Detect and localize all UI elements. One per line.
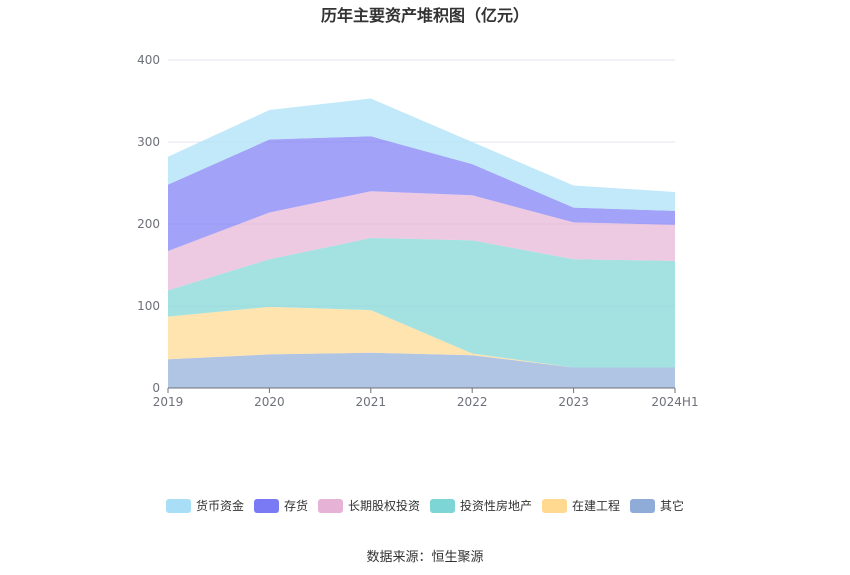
area-投资性房地产[interactable] (168, 237, 675, 368)
legend-item-货币资金[interactable]: 货币资金 (165, 497, 244, 514)
area-其它[interactable] (168, 352, 675, 388)
legend-label: 投资性房地产 (460, 499, 533, 513)
x-axis (167, 387, 676, 393)
legend: 货币资金 存货 长期股权投资 投资性房地产 在建工程 其它 (0, 497, 850, 514)
legend-swatch (317, 498, 343, 513)
y-tick-label: 300 (137, 135, 160, 149)
legend-item-存货[interactable]: 存货 (253, 497, 308, 514)
x-tick-label: 2019 (153, 395, 184, 409)
legend-item-在建工程[interactable]: 在建工程 (542, 497, 620, 514)
area-series (168, 98, 675, 388)
x-tick-label: 2021 (356, 395, 387, 409)
y-axis-ticks: 0 100 200 300 400 (137, 53, 160, 395)
legend-label: 货币资金 (195, 499, 244, 513)
area-长期股权投资[interactable] (168, 191, 675, 291)
source-note: 数据来源：恒生聚源 (366, 550, 484, 565)
legend-item-长期股权投资[interactable]: 长期股权投资 (317, 497, 420, 514)
legend-label: 在建工程 (572, 499, 621, 513)
x-axis-ticks: 2019 2020 2021 2022 2023 2024H1 (153, 395, 699, 409)
legend-swatch (430, 498, 455, 513)
legend-swatch (542, 498, 568, 513)
x-tick-label: 2020 (254, 395, 285, 409)
chart-title: 历年主要资产堆积图（亿元） (320, 6, 529, 25)
x-tick-label: 2024H1 (651, 395, 698, 409)
legend-label: 存货 (283, 499, 308, 513)
x-tick-label: 2022 (457, 395, 488, 409)
legend-label: 长期股权投资 (347, 499, 420, 513)
area-在建工程[interactable] (168, 306, 675, 368)
legend-item-投资性房地产[interactable]: 投资性房地产 (430, 497, 532, 514)
x-tick-label: 2023 (558, 395, 589, 409)
legend-swatch (165, 498, 191, 513)
legend-label: 其它 (660, 499, 685, 513)
area-chart: 0 100 200 300 400 2019 2020 2021 2022 2023 2024H1 (137, 53, 699, 409)
y-tick-label: 400 (137, 53, 160, 67)
y-tick-label: 0 (152, 381, 160, 395)
y-tick-label: 100 (137, 299, 160, 313)
legend-swatch (253, 498, 279, 513)
legend-item-其它[interactable]: 其它 (630, 497, 684, 514)
area-货币资金[interactable] (168, 98, 675, 211)
area-存货[interactable] (168, 136, 675, 252)
y-tick-label: 200 (137, 217, 160, 231)
legend-swatch (630, 498, 656, 513)
